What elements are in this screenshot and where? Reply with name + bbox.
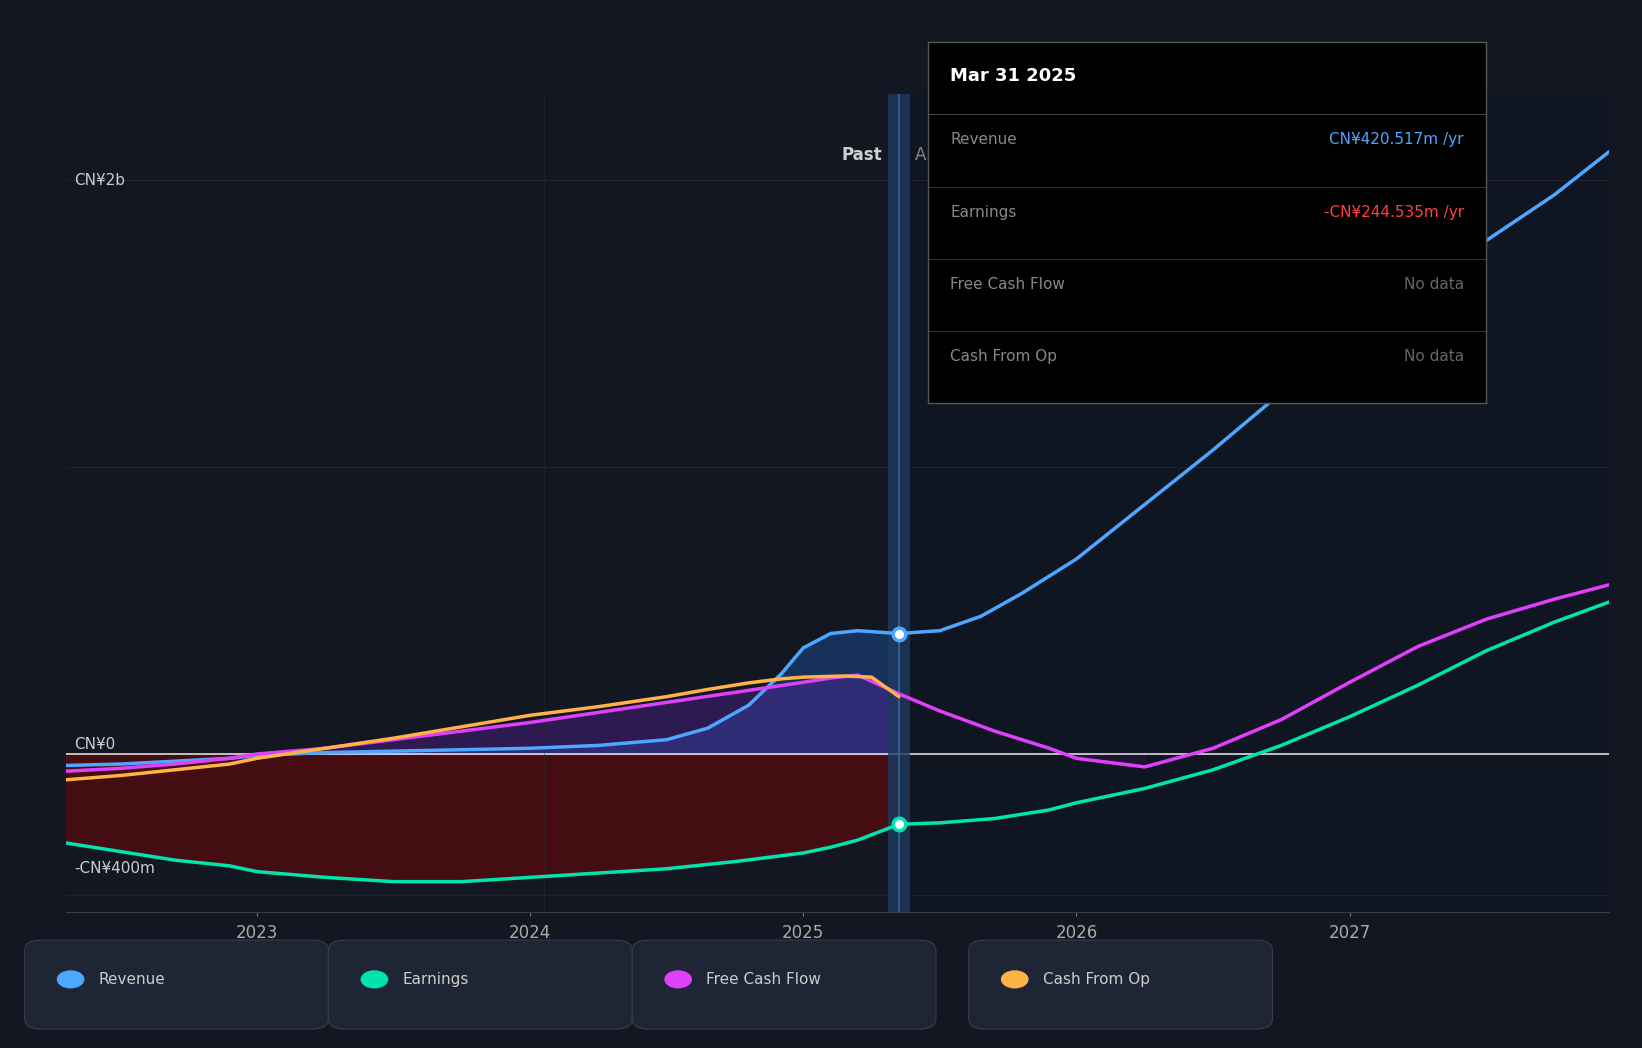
Text: No data: No data xyxy=(1404,277,1463,292)
Text: No data: No data xyxy=(1404,349,1463,365)
Text: Revenue: Revenue xyxy=(951,132,1016,148)
Bar xyxy=(888,94,910,912)
Text: -CN¥244.535m /yr: -CN¥244.535m /yr xyxy=(1323,204,1463,220)
Text: Free Cash Flow: Free Cash Flow xyxy=(951,277,1066,292)
Text: CN¥420.517m /yr: CN¥420.517m /yr xyxy=(1328,132,1463,148)
Bar xyxy=(898,94,1609,912)
Text: CN¥2b: CN¥2b xyxy=(74,173,125,188)
Text: Past: Past xyxy=(842,146,882,163)
Text: Mar 31 2025: Mar 31 2025 xyxy=(951,67,1076,85)
Text: Earnings: Earnings xyxy=(951,204,1016,220)
Text: -CN¥400m: -CN¥400m xyxy=(74,861,154,876)
Text: Revenue: Revenue xyxy=(99,971,166,987)
Text: Cash From Op: Cash From Op xyxy=(951,349,1057,365)
Text: Free Cash Flow: Free Cash Flow xyxy=(706,971,821,987)
Text: Analysts Forecasts: Analysts Forecasts xyxy=(915,146,1071,163)
Text: CN¥0: CN¥0 xyxy=(74,737,115,751)
Text: Earnings: Earnings xyxy=(402,971,468,987)
Text: Cash From Op: Cash From Op xyxy=(1043,971,1149,987)
